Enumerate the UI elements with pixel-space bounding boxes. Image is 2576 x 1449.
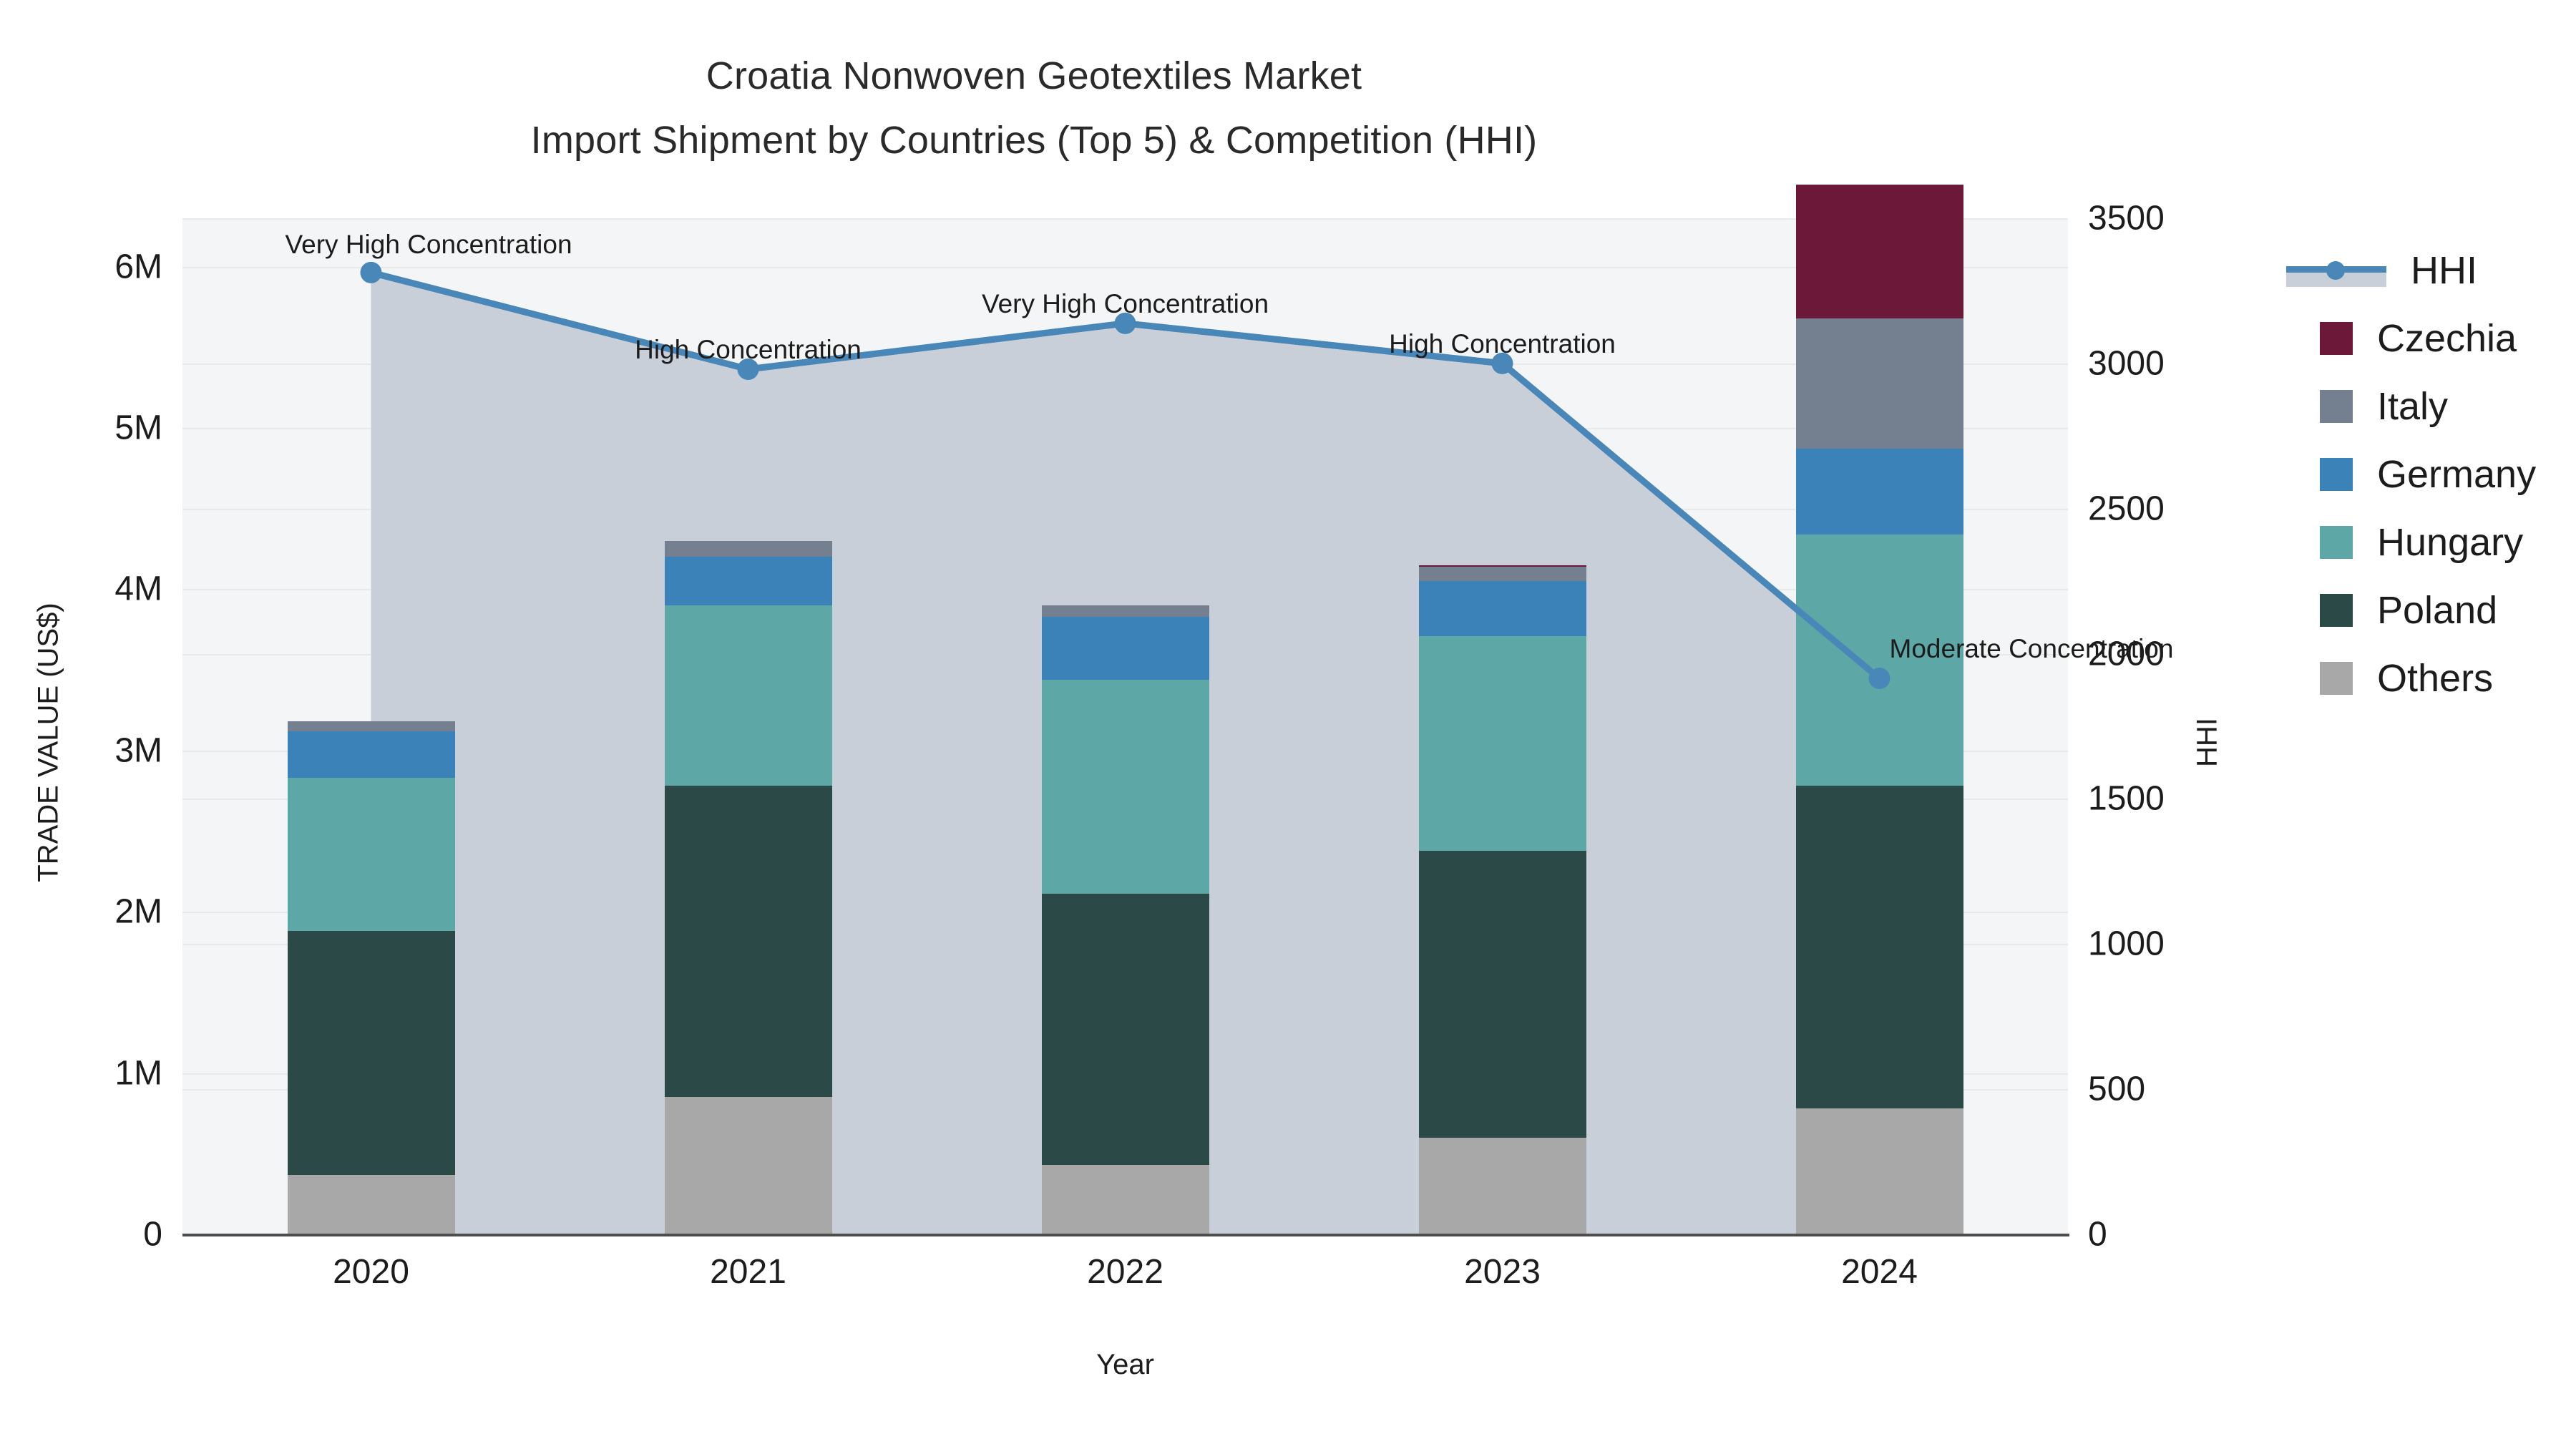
- y-axis-right-label: HHI: [2191, 718, 2223, 767]
- bar-segment-germany[interactable]: [1418, 581, 1586, 636]
- y-tick-right: 1500: [2088, 779, 2165, 818]
- hhi-annotation-2023: High Concentration: [1389, 328, 1616, 358]
- bar-segment-others[interactable]: [1418, 1137, 1586, 1234]
- gridline: [182, 218, 2068, 220]
- bar-segment-others[interactable]: [1795, 1108, 1963, 1234]
- bar-segment-czechia[interactable]: [1795, 184, 1963, 318]
- x-axis-line: [182, 1234, 2069, 1236]
- legend-swatch-icon: [2320, 321, 2353, 355]
- legend-swatch-icon: [2320, 593, 2353, 627]
- gridline: [182, 266, 2068, 268]
- y-tick-right: 1000: [2088, 924, 2165, 963]
- hhi-annotation-2024: Moderate Concentration: [1889, 634, 2174, 664]
- legend-label: Germany: [2377, 452, 2537, 496]
- legend-label: Others: [2377, 656, 2494, 700]
- legend-swatch-icon: [2320, 457, 2353, 491]
- y-tick-left: 1M: [114, 1054, 162, 1093]
- legend-item-hungary[interactable]: Hungary: [2286, 508, 2536, 576]
- legend-label: Italy: [2377, 384, 2449, 428]
- x-tick-2023: 2023: [1464, 1253, 1541, 1291]
- bar-stack[interactable]: [1795, 184, 1963, 1234]
- bar-segment-germany[interactable]: [1795, 449, 1963, 535]
- y-tick-right: 500: [2088, 1070, 2146, 1108]
- legend-swatch-icon: [2320, 661, 2353, 695]
- bar-segment-poland[interactable]: [664, 786, 832, 1098]
- bar-stack[interactable]: [1418, 218, 1586, 1234]
- bar-segment-hungary[interactable]: [1795, 534, 1963, 786]
- legend-label: Poland: [2377, 588, 2498, 632]
- y-tick-right: 2500: [2088, 489, 2165, 528]
- plot-area: [182, 184, 2068, 1236]
- legend-label: HHI: [2411, 248, 2477, 292]
- bar-segment-italy[interactable]: [664, 540, 832, 557]
- hhi-point-2023[interactable]: [1491, 352, 1513, 374]
- bar-segment-germany[interactable]: [287, 731, 455, 779]
- y-tick-right: 3500: [2088, 199, 2165, 238]
- y-tick-left: 3M: [114, 731, 162, 770]
- hhi-annotation-2022: Very High Concentration: [981, 288, 1269, 318]
- bar-segment-italy[interactable]: [1795, 318, 1963, 449]
- y-tick-left: 2M: [114, 892, 162, 931]
- bar-segment-others[interactable]: [287, 1174, 455, 1234]
- legend-item-italy[interactable]: Italy: [2286, 372, 2536, 440]
- y-tick-right: 2000: [2088, 635, 2165, 673]
- legend-label: Hungary: [2377, 520, 2524, 564]
- bar-stack[interactable]: [287, 218, 455, 1234]
- chart-title-line2: Import Shipment by Countries (Top 5) & C…: [530, 119, 1538, 162]
- legend: HHI Czechia Italy Germany Hungary Poland Other…: [2286, 236, 2536, 712]
- bar-segment-germany[interactable]: [1041, 616, 1209, 680]
- bar-segment-italy[interactable]: [287, 721, 455, 731]
- bar-segment-poland[interactable]: [1795, 786, 1963, 1109]
- legend-swatch-icon: [2320, 525, 2353, 559]
- hhi-annotation-2020: Very High Concentration: [285, 229, 572, 259]
- legend-swatch-icon: [2320, 389, 2353, 423]
- y-tick-left: 0: [143, 1215, 162, 1254]
- bar-segment-poland[interactable]: [1041, 894, 1209, 1166]
- y-tick-right: 3000: [2088, 344, 2165, 383]
- bar-stack[interactable]: [1041, 218, 1209, 1234]
- chart-title-line1: Croatia Nonwoven Geotextiles Market: [706, 54, 1362, 97]
- x-tick-2024: 2024: [1841, 1253, 1918, 1291]
- hhi-point-2022[interactable]: [1114, 312, 1136, 334]
- x-tick-2021: 2021: [710, 1253, 786, 1291]
- bar-segment-hungary[interactable]: [1041, 679, 1209, 894]
- legend-line-icon: [2286, 254, 2386, 287]
- legend-item-poland[interactable]: Poland: [2286, 576, 2536, 644]
- bar-segment-czechia[interactable]: [1418, 565, 1586, 567]
- bar-segment-germany[interactable]: [664, 557, 832, 605]
- legend-label: Czechia: [2377, 316, 2517, 360]
- hhi-point-2021[interactable]: [737, 358, 759, 380]
- bar-segment-others[interactable]: [664, 1097, 832, 1234]
- hhi-point-2024[interactable]: [1868, 668, 1890, 690]
- y-axis-left-label: TRADE VALUE (US$): [32, 602, 64, 882]
- legend-area-fill: [2286, 272, 2386, 287]
- legend-item-hhi[interactable]: HHI: [2286, 236, 2536, 304]
- y-tick-left: 6M: [114, 248, 162, 286]
- y-tick-right: 0: [2088, 1215, 2107, 1254]
- bar-segment-italy[interactable]: [1418, 566, 1586, 582]
- y-tick-left: 4M: [114, 570, 162, 608]
- x-axis-label: Year: [1096, 1349, 1154, 1380]
- bar-segment-italy[interactable]: [1041, 605, 1209, 617]
- bar-segment-hungary[interactable]: [664, 605, 832, 786]
- hhi-marker-group: [360, 261, 1890, 690]
- x-tick-2020: 2020: [333, 1253, 409, 1291]
- legend-item-czechia[interactable]: Czechia: [2286, 304, 2536, 372]
- x-tick-2022: 2022: [1087, 1253, 1163, 1291]
- bar-segment-hungary[interactable]: [287, 778, 455, 932]
- bar-stack[interactable]: [664, 218, 832, 1234]
- bar-segment-hungary[interactable]: [1418, 635, 1586, 851]
- bar-segment-poland[interactable]: [287, 931, 455, 1175]
- legend-item-germany[interactable]: Germany: [2286, 440, 2536, 508]
- bar-segment-others[interactable]: [1041, 1165, 1209, 1234]
- legend-line-marker-icon: [2326, 260, 2345, 280]
- legend-item-others[interactable]: Others: [2286, 644, 2536, 712]
- hhi-point-2020[interactable]: [360, 261, 382, 283]
- hhi-annotation-2021: High Concentration: [635, 334, 862, 364]
- bar-segment-poland[interactable]: [1418, 850, 1586, 1138]
- y-tick-left: 5M: [114, 409, 162, 447]
